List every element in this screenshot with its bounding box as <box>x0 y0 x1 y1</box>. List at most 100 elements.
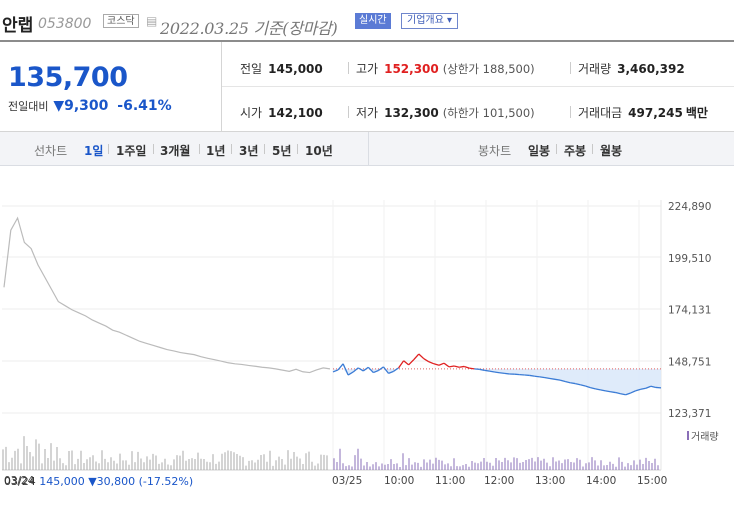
document-icon: ▤ <box>146 14 158 28</box>
x-tick-label: 12:00 <box>484 475 514 487</box>
price-line-segment <box>494 371 500 374</box>
volume-value: 3,460,392 <box>617 62 685 76</box>
price-line-segment <box>453 365 460 368</box>
price-line-segment <box>403 360 410 366</box>
separator <box>348 106 349 118</box>
volume-legend: 거래량 <box>687 431 719 443</box>
y-axis: 224,890 199,510 174,131 148,751 123,371 <box>668 201 711 420</box>
low-cell: 저가 132,300 (하한가 101,500) <box>356 104 535 121</box>
price-info-box: 135,700 전일대비 ▼9,300 -6.41% 전일 145,000 고가 1… <box>0 40 734 132</box>
price-line-segment <box>635 388 641 392</box>
price-line-segment <box>595 388 601 391</box>
volume-cell: 거래량 3,460,392 <box>578 60 685 77</box>
low-label: 저가 <box>356 106 379 120</box>
high-value: 152,300 <box>384 62 439 76</box>
y-tick-label: 224,890 <box>668 201 711 213</box>
date-text: 2022.03.25 기준(장마감) <box>160 15 338 39</box>
price-line-segment <box>448 365 455 368</box>
stock-name: 안랩 <box>2 16 34 36</box>
y-tick-label: 199,510 <box>668 253 711 265</box>
chart-tab-bar: 선차트 1일 1주일 3개월 1년 3년 5년 10년 봉차트 일봉 주봉 월봉 <box>0 132 734 166</box>
price-line-segment <box>640 387 646 390</box>
price-line-segment <box>554 378 561 381</box>
price-line-segment <box>423 358 430 363</box>
candle-chart-label: 봉차트 <box>478 144 512 158</box>
price-chart: 224,890 199,510 174,131 148,751 123,371 03/2… <box>2 200 719 487</box>
amount-label: 거래대금 <box>578 106 623 120</box>
prev-day-price-line <box>3 216 331 374</box>
stock-code: 053800 <box>38 16 92 32</box>
prev-day-summary: 03/24 145,000 ▼30,800 (-17.52%) <box>4 475 193 488</box>
x-axis: 03/24 03/25 10:00 11:00 12:00 13:00 14:00 15:00 <box>4 475 667 487</box>
price-line-segment <box>388 370 394 374</box>
tab-daily-candle[interactable]: 일봉 <box>528 144 551 158</box>
x-tick-label: 10:00 <box>384 475 414 487</box>
price-line-segment <box>357 367 364 372</box>
prev-close-value: 145,000 <box>268 62 323 76</box>
realtime-button[interactable]: 실시간 <box>355 13 391 29</box>
price-line-segment <box>539 376 546 379</box>
y-tick-label: 174,131 <box>668 305 711 317</box>
price-line-segment <box>580 384 586 387</box>
amount-cell: 거래대금 497,245 백만 <box>578 104 708 121</box>
high-label: 고가 <box>356 62 379 76</box>
company-overview-button[interactable]: 기업개요 ▾ <box>401 13 458 29</box>
date-suffix: 기준(장마감) <box>253 19 338 38</box>
price-line-segment <box>443 362 450 368</box>
info-divider <box>221 42 222 132</box>
price-line-segment <box>342 363 349 376</box>
chart-grid <box>2 200 662 471</box>
open-label: 시가 <box>240 106 263 120</box>
high-cell: 고가 152,300 (상한가 188,500) <box>356 60 535 77</box>
price-line-segment <box>362 366 369 372</box>
price-line-segment <box>605 390 611 393</box>
price-line-segment <box>459 365 465 368</box>
tab-1day[interactable]: 1일 <box>84 144 104 158</box>
price-line-segment <box>352 367 359 373</box>
price-line-segment <box>428 361 435 365</box>
x-tick-label: 11:00 <box>435 475 465 487</box>
price-lines <box>3 216 662 396</box>
lower-limit: (하한가 101,500) <box>442 106 535 120</box>
tab-weekly-candle[interactable]: 주봉 <box>564 144 587 158</box>
price-line-segment <box>630 390 637 394</box>
price-line-segment <box>398 360 405 369</box>
tab-separator <box>264 144 265 154</box>
separator <box>570 106 571 118</box>
volume-bars <box>2 436 659 470</box>
current-price: 135,700 <box>8 62 128 93</box>
amount-value: 497,245 <box>628 106 683 120</box>
tab-3year[interactable]: 3년 <box>239 144 259 158</box>
volume-legend-marker <box>687 431 689 440</box>
x-tick-label: 13:00 <box>535 475 565 487</box>
tab-separator <box>153 144 154 154</box>
tab-1year[interactable]: 1년 <box>206 144 226 158</box>
tab-5year[interactable]: 5년 <box>272 144 292 158</box>
tab-3month[interactable]: 3개월 <box>160 144 191 158</box>
price-line-segment <box>499 372 505 375</box>
below-reference-fill <box>333 368 661 395</box>
open-cell: 시가 142,100 <box>240 104 323 121</box>
tab-1week[interactable]: 1주일 <box>116 144 147 158</box>
tab-10year[interactable]: 10년 <box>305 144 333 158</box>
price-line-segment <box>645 385 652 389</box>
price-line-segment <box>418 353 425 360</box>
x-tick-label: 15:00 <box>637 475 667 487</box>
tab-separator <box>199 144 200 154</box>
price-line-segment <box>382 366 390 374</box>
market-badge: 코스닥 <box>103 14 139 28</box>
x-tick-label: 03/25 <box>332 475 362 487</box>
tab-monthly-candle[interactable]: 월봉 <box>600 144 623 158</box>
price-line-segment <box>615 391 621 395</box>
price-line-segment <box>620 393 626 396</box>
line-chart-label: 선차트 <box>34 144 68 158</box>
price-line-segment <box>479 368 485 371</box>
x-tick-label: 14:00 <box>586 475 616 487</box>
price-line-segment <box>489 370 495 373</box>
price-line-segment <box>549 377 556 380</box>
price-line-segment <box>367 366 374 374</box>
low-value: 132,300 <box>384 106 439 120</box>
price-line-segment <box>650 385 657 389</box>
prev-date: 03/24 <box>4 475 36 488</box>
price-line-segment <box>625 392 631 396</box>
